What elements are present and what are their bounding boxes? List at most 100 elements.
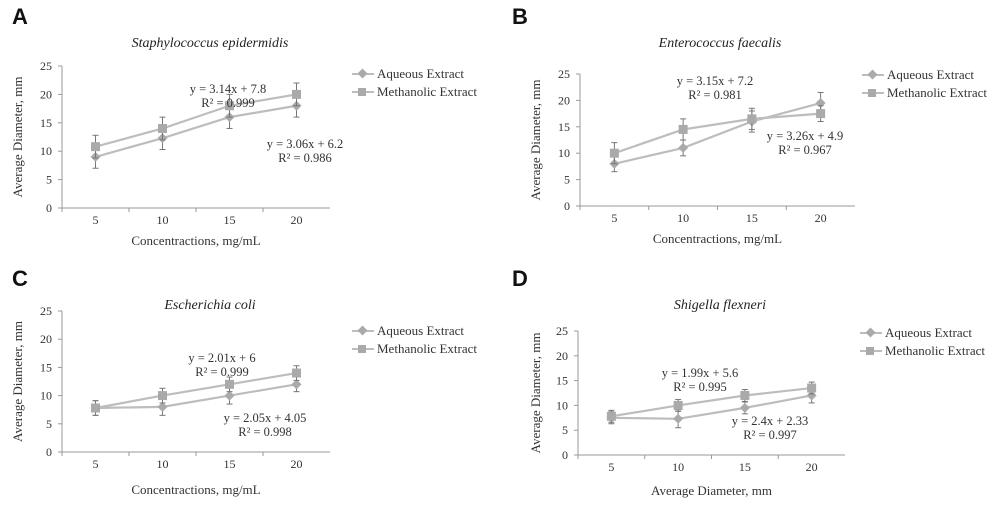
square-marker-icon	[860, 345, 882, 357]
square-point	[740, 390, 750, 400]
r-squared-value: R² = 0.999	[195, 365, 249, 379]
r-squared-value: R² = 0.995	[673, 380, 727, 394]
y-axis-label: Average Diameter, mm	[10, 77, 25, 198]
y-tick-label: 25	[40, 59, 52, 73]
y-tick-label: 20	[40, 87, 52, 101]
y-axis-label: Average Diameter, mm	[528, 333, 543, 454]
y-tick-label: 15	[556, 374, 568, 388]
r-squared-value: R² = 0.999	[201, 96, 255, 110]
legend-item: Methanolic Extract	[352, 340, 477, 358]
y-tick-label: 20	[558, 93, 570, 107]
legend-label: Aqueous Extract	[377, 66, 465, 81]
square-point	[158, 123, 167, 133]
series-line-diamond	[611, 394, 812, 420]
chart-plot: 0 5 10 15 20 25 5 10 15 20 Concentractions, mg/mL A…	[10, 304, 330, 497]
x-axis-label: Concentractions, mg/mL	[653, 231, 782, 246]
regression-equation: y = 2.4x + 2.33	[732, 414, 809, 428]
diamond-point	[678, 142, 689, 153]
y-tick-label: 5	[564, 173, 570, 187]
x-tick-label: 20	[291, 213, 303, 227]
square-point	[91, 403, 100, 413]
y-tick-label: 0	[46, 201, 52, 215]
square-point	[292, 368, 301, 378]
diamond-marker-icon	[860, 327, 882, 339]
x-axis-label: Average Diameter, mm	[651, 483, 772, 498]
y-tick-label: 10	[558, 146, 570, 160]
x-tick-label: 15	[224, 457, 236, 471]
r-squared-value: R² = 0.967	[778, 143, 832, 157]
legend-label: Methanolic Extract	[377, 341, 477, 356]
x-axis-label: Concentractions, mg/mL	[131, 233, 260, 248]
panel-label: A	[12, 4, 28, 29]
square-point	[606, 411, 616, 421]
diamond-point	[673, 413, 684, 424]
square-point	[807, 383, 817, 393]
y-tick-label: 15	[40, 116, 52, 130]
x-tick-label: 10	[157, 213, 169, 227]
x-tick-label: 20	[806, 460, 818, 474]
y-axis-label: Average Diameter, mm	[528, 80, 543, 201]
square-point	[816, 109, 826, 119]
legend-label: Aqueous Extract	[887, 67, 975, 82]
square-marker-icon	[352, 343, 374, 355]
legend-label: Methanolic Extract	[377, 84, 477, 99]
diamond-point	[224, 390, 235, 401]
series-line-square	[614, 112, 821, 155]
chart-panel-a: A Staphylococcus epidermidis 0 5 10 15 20 25 5…	[0, 0, 500, 262]
y-tick-label: 25	[558, 67, 570, 81]
legend-item: Methanolic Extract	[860, 342, 985, 360]
legend-item: Aqueous Extract	[352, 322, 477, 340]
legend-label: Aqueous Extract	[377, 323, 465, 338]
y-tick-label: 25	[40, 304, 52, 318]
x-tick-label: 5	[608, 460, 614, 474]
y-tick-label: 25	[556, 324, 568, 338]
x-axis-label: Concentractions, mg/mL	[131, 482, 260, 497]
x-tick-label: 10	[677, 211, 689, 225]
square-point	[225, 101, 234, 111]
regression-equation: y = 3.15x + 7.2	[677, 74, 754, 88]
chart-title: Escherichia coli	[164, 298, 256, 313]
diamond-point	[157, 401, 168, 412]
series-line-diamond	[95, 104, 297, 158]
legend-label: Methanolic Extract	[885, 343, 985, 358]
x-tick-label: 20	[815, 211, 827, 225]
x-tick-label: 5	[93, 213, 99, 227]
square-point	[292, 89, 301, 99]
r-squared-value: R² = 0.986	[278, 151, 332, 165]
regression-equation: y = 3.14x + 7.8	[190, 82, 267, 96]
y-tick-label: 15	[558, 120, 570, 134]
series-line-square	[611, 386, 812, 418]
panel-label: B	[512, 4, 528, 29]
y-tick-label: 0	[564, 199, 570, 213]
chart-title: Staphylococcus epidermidis	[131, 36, 289, 51]
regression-equation: y = 2.05x + 4.05	[224, 411, 307, 425]
legend: Aqueous Extract Methanolic Extract	[352, 322, 477, 358]
y-tick-label: 10	[556, 398, 568, 412]
y-tick-label: 0	[46, 445, 52, 459]
r-squared-value: R² = 0.981	[688, 88, 742, 102]
x-tick-label: 15	[224, 213, 236, 227]
y-tick-label: 10	[40, 389, 52, 403]
y-tick-label: 0	[562, 448, 568, 462]
square-point	[609, 148, 619, 158]
chart-panel-d: D Shigella flexneri 0 5 10 15 20 25 5 10 15 20 Ave…	[500, 262, 1000, 530]
diamond-marker-icon	[352, 325, 374, 337]
chart-panel-c: C Escherichia coli 0 5 10 15 20 25 5 10 15 20 Conc…	[0, 262, 500, 530]
legend-item: Aqueous Extract	[860, 324, 985, 342]
x-tick-label: 15	[739, 460, 751, 474]
regression-equation: y = 1.99x + 5.6	[662, 366, 739, 380]
square-point	[747, 114, 757, 124]
series-line-diamond	[95, 383, 297, 410]
r-squared-value: R² = 0.997	[743, 428, 797, 442]
y-axis-label: Average Diameter, mm	[10, 321, 25, 442]
x-tick-label: 20	[291, 457, 303, 471]
r-squared-value: R² = 0.998	[238, 425, 292, 439]
legend: Aqueous Extract Methanolic Extract	[862, 66, 987, 102]
diamond-marker-icon	[862, 69, 884, 81]
panel-label: D	[512, 266, 528, 291]
chart-plot: 0 5 10 15 20 25 5 10 15 20 Average Diameter, mm Ave…	[528, 324, 845, 498]
y-tick-label: 5	[46, 173, 52, 187]
chart-plot: 0 5 10 15 20 25 5 10 15 20 Concentractions, mg/mL A…	[10, 59, 343, 248]
diamond-point	[806, 390, 817, 401]
y-tick-label: 20	[556, 349, 568, 363]
